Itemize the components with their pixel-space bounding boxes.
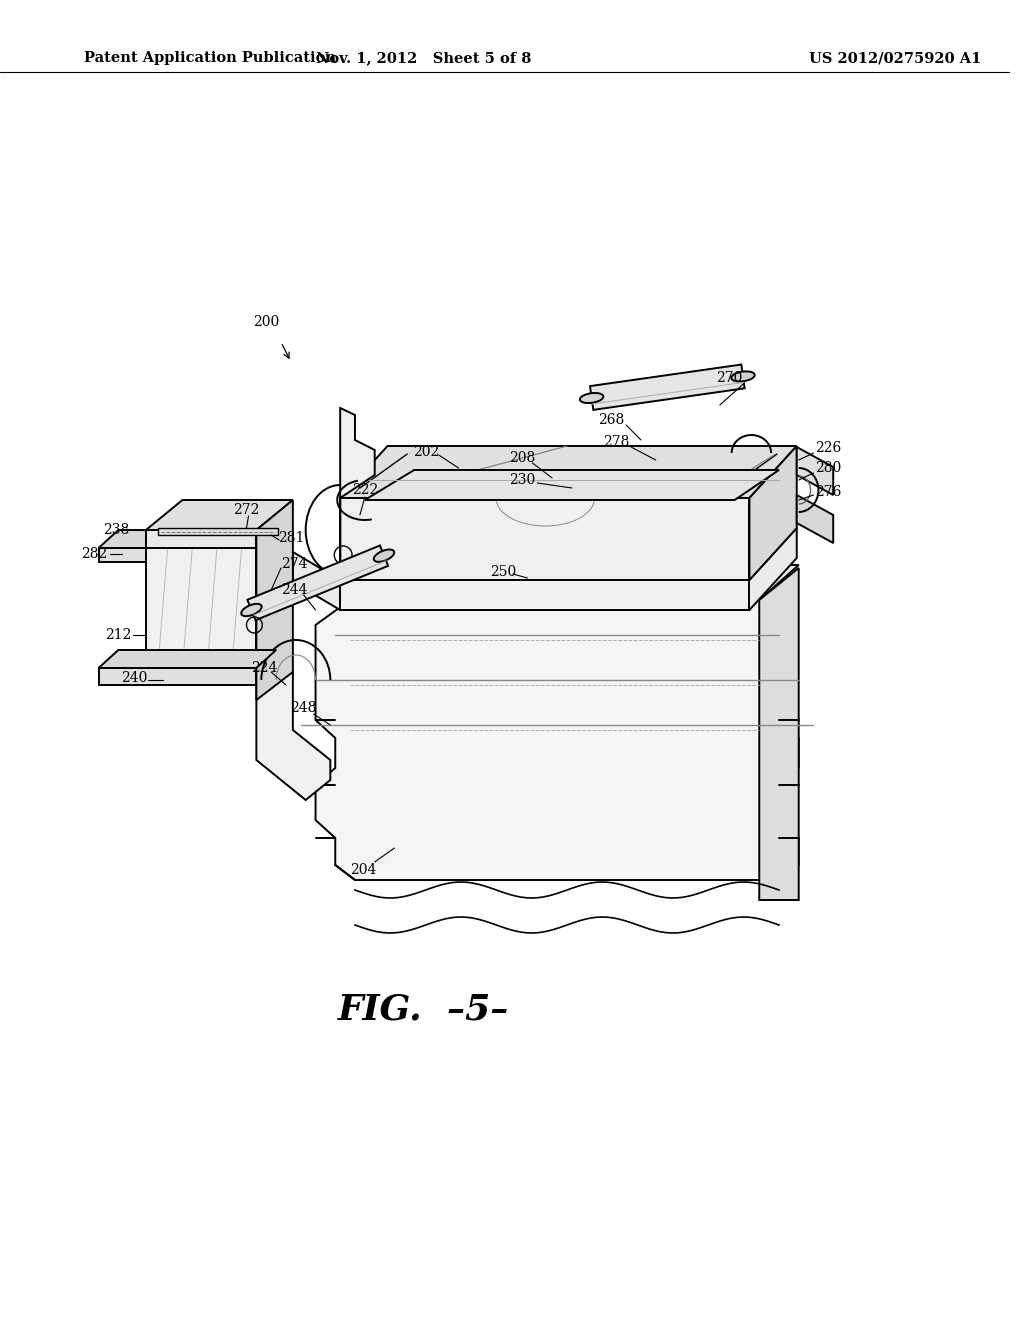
Text: Patent Application Publication: Patent Application Publication bbox=[84, 51, 336, 65]
Polygon shape bbox=[340, 408, 375, 579]
Polygon shape bbox=[98, 531, 146, 548]
Text: 240: 240 bbox=[121, 671, 147, 685]
Polygon shape bbox=[98, 668, 256, 685]
Polygon shape bbox=[256, 672, 331, 800]
Text: 226: 226 bbox=[815, 441, 842, 455]
Polygon shape bbox=[158, 528, 279, 535]
Text: 202: 202 bbox=[413, 445, 439, 459]
Polygon shape bbox=[146, 531, 256, 548]
Polygon shape bbox=[797, 495, 834, 543]
Polygon shape bbox=[340, 579, 750, 610]
Text: 276: 276 bbox=[815, 484, 842, 499]
Polygon shape bbox=[340, 498, 750, 579]
Text: 250: 250 bbox=[489, 565, 516, 579]
Polygon shape bbox=[248, 545, 388, 620]
Text: US 2012/0275920 A1: US 2012/0275920 A1 bbox=[809, 51, 981, 65]
Text: 204: 204 bbox=[349, 863, 376, 876]
Text: 280: 280 bbox=[815, 461, 842, 475]
Polygon shape bbox=[146, 531, 256, 680]
Ellipse shape bbox=[731, 371, 755, 381]
Text: 281: 281 bbox=[278, 531, 304, 545]
Polygon shape bbox=[315, 601, 799, 880]
Polygon shape bbox=[256, 500, 293, 700]
Polygon shape bbox=[759, 568, 799, 900]
Ellipse shape bbox=[374, 549, 394, 562]
Text: 224: 224 bbox=[251, 661, 278, 675]
Text: 238: 238 bbox=[103, 523, 129, 537]
Text: 248: 248 bbox=[291, 701, 316, 715]
Polygon shape bbox=[590, 364, 744, 411]
Polygon shape bbox=[365, 470, 779, 500]
Text: 272: 272 bbox=[233, 503, 260, 517]
Text: Nov. 1, 2012   Sheet 5 of 8: Nov. 1, 2012 Sheet 5 of 8 bbox=[316, 51, 531, 65]
Ellipse shape bbox=[580, 393, 603, 403]
Text: 274: 274 bbox=[281, 557, 307, 572]
Text: 200: 200 bbox=[253, 315, 280, 329]
Ellipse shape bbox=[242, 603, 262, 616]
Polygon shape bbox=[797, 447, 834, 495]
Text: 244: 244 bbox=[281, 583, 307, 597]
Polygon shape bbox=[98, 548, 146, 562]
Text: 212: 212 bbox=[105, 628, 131, 642]
Text: FIG.  –5–: FIG. –5– bbox=[338, 993, 510, 1027]
Polygon shape bbox=[146, 500, 293, 531]
Text: 282: 282 bbox=[82, 546, 108, 561]
Polygon shape bbox=[350, 565, 799, 601]
Text: 222: 222 bbox=[351, 483, 378, 498]
Polygon shape bbox=[293, 528, 797, 610]
Text: 270: 270 bbox=[717, 371, 742, 385]
Text: 208: 208 bbox=[510, 451, 536, 465]
Text: 278: 278 bbox=[603, 436, 630, 449]
Text: 268: 268 bbox=[598, 413, 625, 426]
Polygon shape bbox=[340, 446, 797, 498]
Polygon shape bbox=[98, 649, 276, 668]
Polygon shape bbox=[750, 446, 797, 579]
Text: 230: 230 bbox=[510, 473, 536, 487]
